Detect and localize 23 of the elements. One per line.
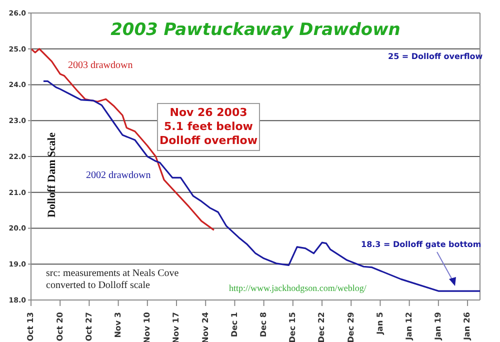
annotation: 25 = Dolloff overflow xyxy=(388,52,483,61)
series-label: 2002 drawdown xyxy=(86,170,151,181)
y-axis-title: Dolloff Dam Scale xyxy=(46,132,58,218)
annotation: src: measurements at Neals Cove converted to Dolloff scale xyxy=(46,268,179,292)
x-tick-label: Oct 27 xyxy=(84,312,94,342)
x-tick-label: Jan 5 xyxy=(375,312,384,336)
annotation: Nov 26 2003 5.1 feet below Dolloff overflow xyxy=(157,103,260,151)
x-tick-label: Dec 8 xyxy=(259,312,268,338)
x-tick-label: Dec 22 xyxy=(317,312,326,342)
line-series xyxy=(42,80,480,292)
x-tick-label: Nov 3 xyxy=(113,312,122,338)
x-tick-label: Jan 12 xyxy=(404,312,414,341)
annotation: http://www.jackhodgson.com/weblog/ xyxy=(229,283,366,293)
x-tick-label: Jan 19 xyxy=(434,312,443,341)
series-label: 2003 drawdown xyxy=(68,60,133,71)
x-tick-label: Oct 13 xyxy=(26,312,36,342)
annotation: 18.3 = Dolloff gate bottom xyxy=(361,240,482,249)
x-tick-label: Jan 26 xyxy=(462,312,472,341)
x-tick-label: Dec 29 xyxy=(346,312,356,342)
chart-title: 2003 Pawtuckaway Drawdown xyxy=(110,20,402,40)
x-tick-label: Dec 1 xyxy=(230,312,239,338)
x-tick-label: Dec 15 xyxy=(288,312,298,342)
x-tick-label: Oct 20 xyxy=(55,312,64,342)
